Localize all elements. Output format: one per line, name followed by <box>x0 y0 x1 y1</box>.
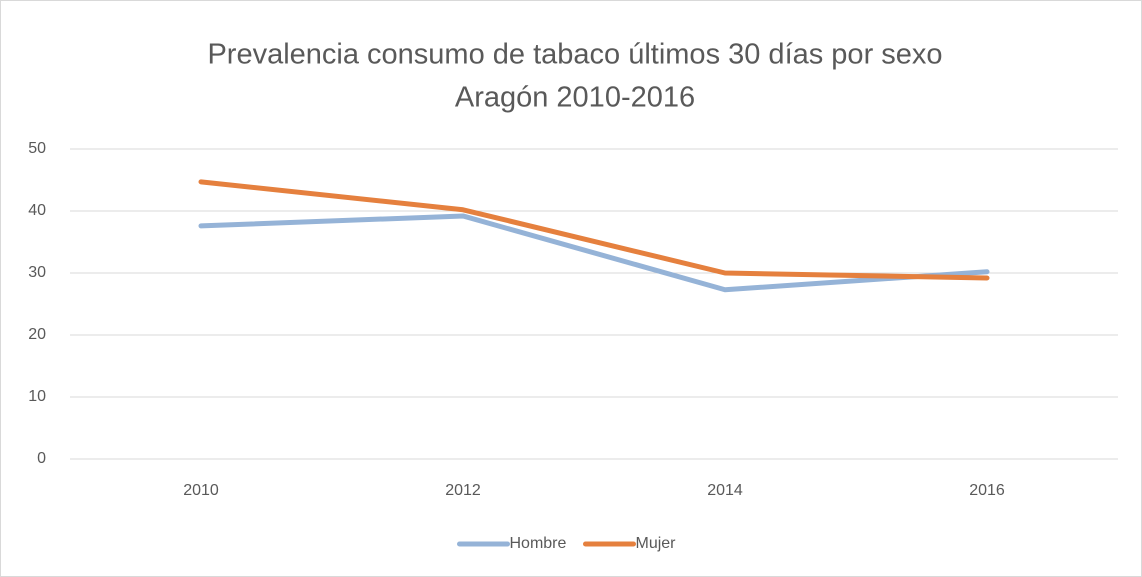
series-line <box>198 179 990 281</box>
x-tick-label: 2010 <box>183 482 219 499</box>
x-tick-label: 2012 <box>445 482 481 499</box>
chart-title: Prevalencia consumo de tabaco últimos 30… <box>207 39 942 71</box>
chart-title: Aragón 2010-2016 <box>455 82 695 114</box>
y-tick-label: 50 <box>28 140 46 157</box>
y-tick-label: 20 <box>28 326 46 343</box>
legend-label: Mujer <box>636 535 677 552</box>
y-tick-label: 0 <box>37 450 46 467</box>
legend-label: Hombre <box>510 535 567 552</box>
y-tick-label: 40 <box>28 202 46 219</box>
y-tick-label: 30 <box>28 264 46 281</box>
series-line <box>198 213 990 293</box>
x-tick-label: 2016 <box>969 482 1005 499</box>
y-tick-label: 10 <box>28 388 46 405</box>
x-tick-label: 2014 <box>707 482 743 499</box>
